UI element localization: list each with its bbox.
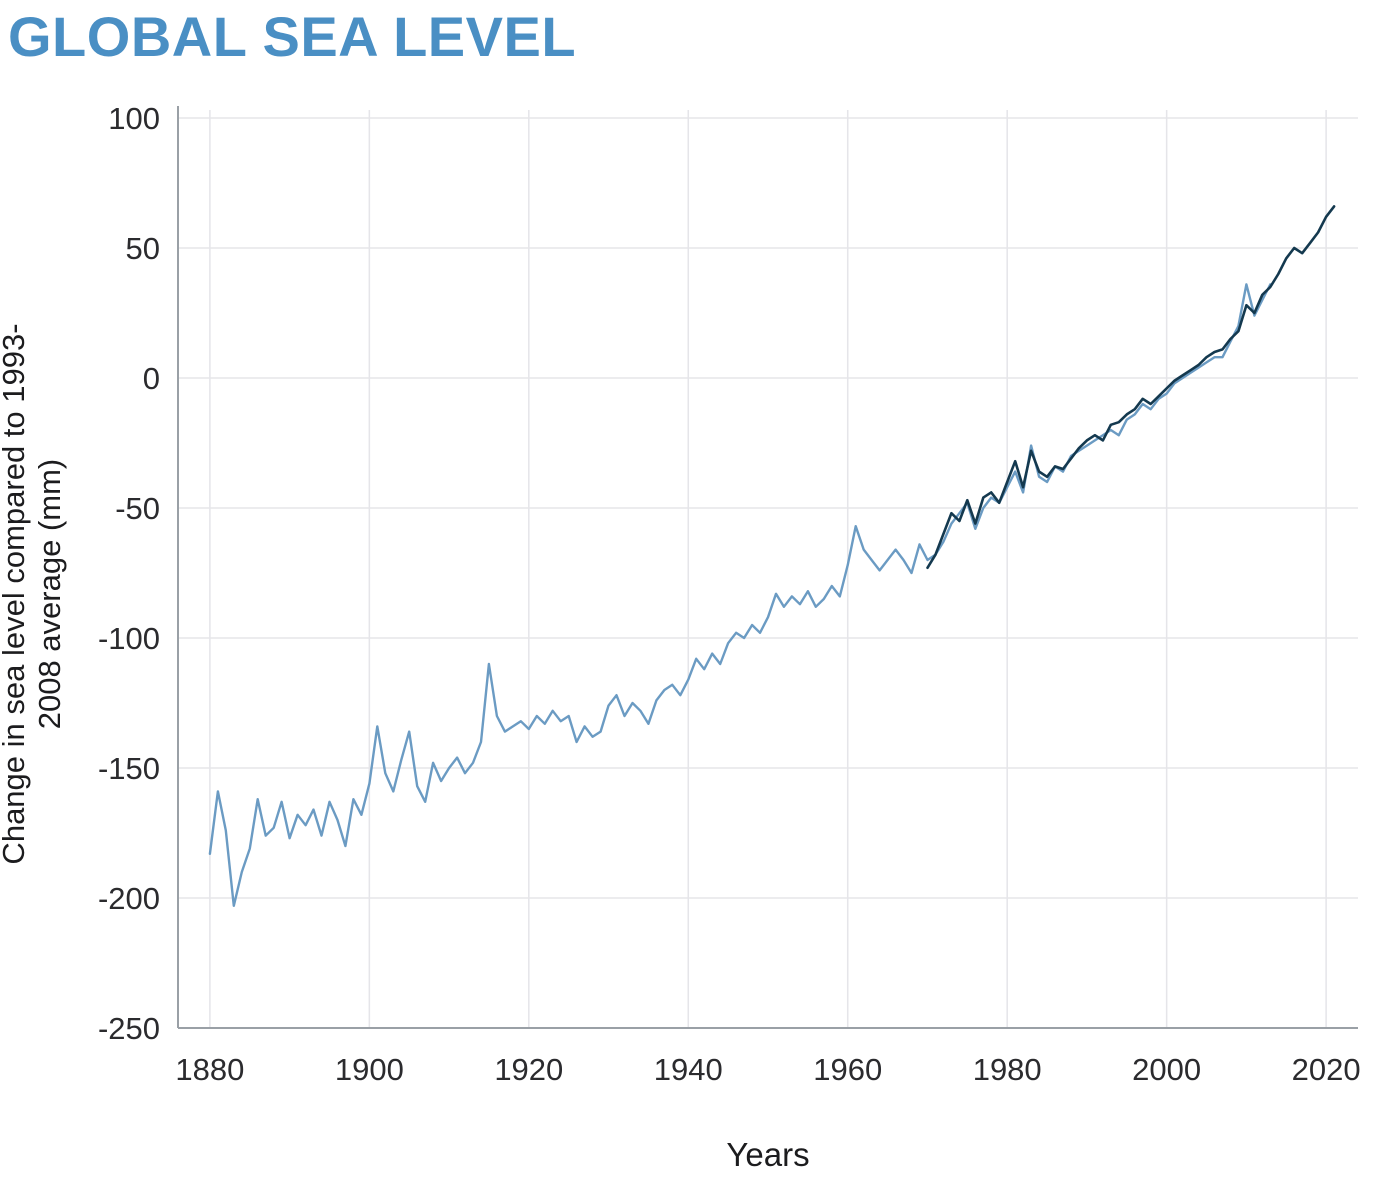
x-tick-label: 1980: [973, 1052, 1042, 1087]
y-tick-label: -250: [98, 1011, 160, 1046]
x-tick-label: 1960: [813, 1052, 882, 1087]
light-blue-series: [208, 283, 1272, 907]
chart-title: GLOBAL SEA LEVEL: [8, 5, 577, 68]
x-tick-label: 2000: [1132, 1052, 1201, 1087]
y-tick-label: 0: [143, 361, 160, 396]
x-tick-label: 1880: [175, 1052, 244, 1087]
x-tick-label: 1920: [494, 1052, 563, 1087]
y-tick-label: -100: [98, 621, 160, 656]
y-axis-label: Change in sea level compared to 1993-200…: [0, 323, 67, 865]
x-axis-label: Years: [726, 1136, 810, 1173]
y-tick-label: -200: [98, 881, 160, 916]
y-tick-label: -50: [115, 491, 160, 526]
y-tick-label: 50: [126, 231, 160, 266]
y-tick-label: -150: [98, 751, 160, 786]
x-tick-label: 1940: [654, 1052, 723, 1087]
x-tick-label: 2020: [1292, 1052, 1361, 1087]
dark-blue-series: [926, 205, 1336, 570]
x-tick-label: 1900: [335, 1052, 404, 1087]
y-tick-label: 100: [108, 101, 160, 136]
